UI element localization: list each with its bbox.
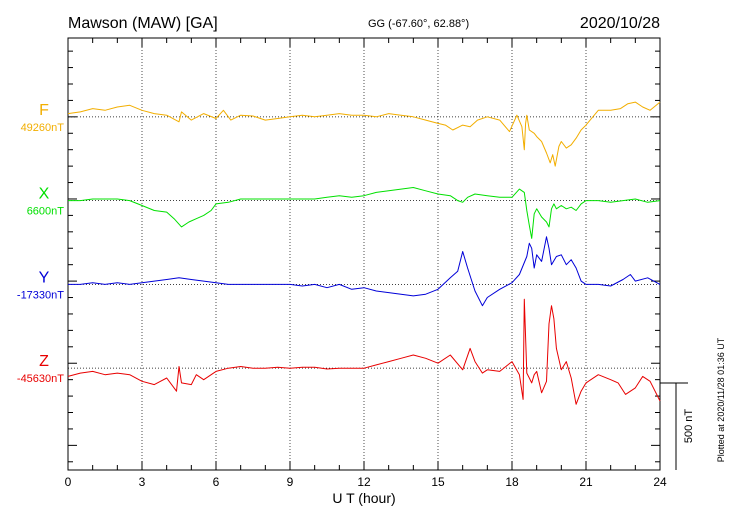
x-axis-label: U T (hour) — [332, 490, 395, 506]
plotted-at-note: Plotted at 2020/11/28 01:36 UT — [716, 337, 726, 462]
series-lines — [67, 101, 661, 405]
station-title: Mawson (MAW) [GA] — [68, 15, 218, 32]
series-name-Y: Y — [39, 269, 50, 286]
grid-lines — [68, 38, 660, 470]
x-tick-label-15: 15 — [431, 475, 445, 489]
series-line-F — [67, 101, 661, 167]
series-name-F: F — [39, 102, 49, 119]
x-tick-labels: 0 3 6 9 12 15 18 21 24 — [65, 475, 667, 489]
series-line-X — [68, 187, 661, 239]
x-tick-label-18: 18 — [505, 475, 519, 489]
x-tick-label-3: 3 — [139, 475, 146, 489]
chart-date: 2020/10/28 — [580, 15, 660, 32]
baseline-label-X: 6600nT — [27, 206, 65, 218]
series-name-Z: Z — [39, 353, 49, 370]
baseline-label-Z: -45630nT — [17, 373, 64, 385]
x-tick-label-0: 0 — [65, 475, 72, 489]
x-tick-label-21: 21 — [579, 475, 593, 489]
x-tick-label-6: 6 — [213, 475, 220, 489]
x-tick-label-9: 9 — [287, 475, 294, 489]
axis-ticks — [67, 38, 661, 470]
series-line-Y — [68, 236, 661, 307]
x-tick-label-12: 12 — [357, 475, 371, 489]
series-name-X: X — [39, 186, 50, 203]
x-tick-label-24: 24 — [653, 475, 667, 489]
scale-bar-label: 500 nT — [683, 409, 695, 444]
series-labels: F 49260nT X 6600nT Y -17330nT Z -45630nT — [17, 102, 64, 385]
series-line-Z — [67, 298, 661, 405]
geo-coordinates: GG (-67.60°, 62.88°) — [368, 18, 469, 30]
scale-bar: 500 nT — [660, 382, 695, 470]
baseline-label-Y: -17330nT — [17, 289, 64, 301]
baseline-label-F: 49260nT — [21, 122, 65, 134]
